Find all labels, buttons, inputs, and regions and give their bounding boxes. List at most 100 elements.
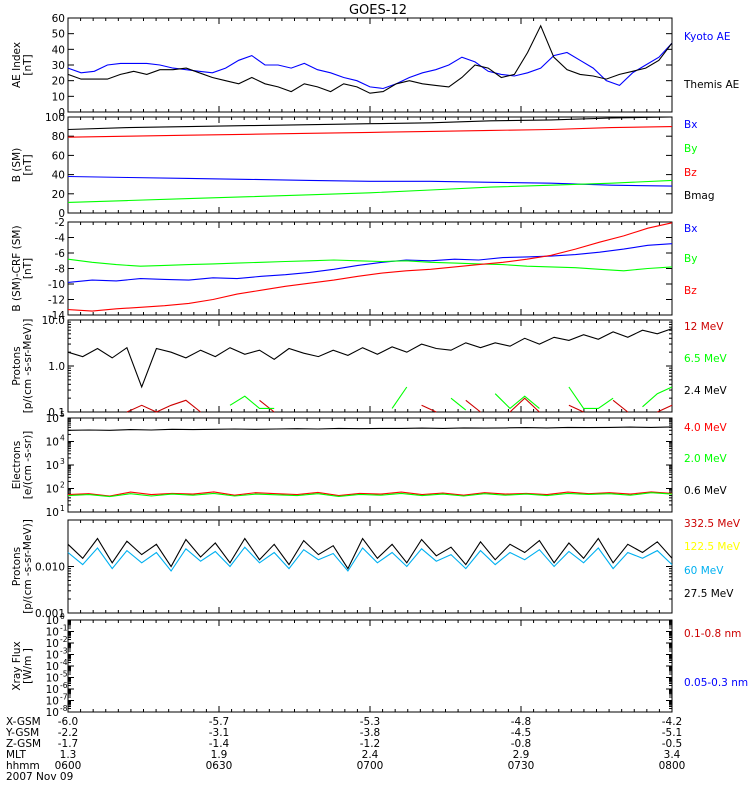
xaxis-value: -1.4 <box>209 738 230 750</box>
legend-label: Bx <box>684 223 697 235</box>
y-tick-exponent: -6 <box>60 681 68 690</box>
series-line-ae-1 <box>67 24 673 94</box>
xaxis-value: -3.8 <box>360 727 381 739</box>
series-line-bsm-0 <box>67 175 673 187</box>
y-tick-label: 20 <box>52 189 65 201</box>
panel-frame <box>67 519 673 614</box>
xaxis-value: -5.3 <box>360 716 381 728</box>
y-tick-label: 10 <box>46 460 59 472</box>
xaxis-value: 2.9 <box>513 749 530 761</box>
legend-label: 0.05-0.3 nm <box>684 677 748 689</box>
y-tick-label: 10 <box>46 696 59 708</box>
y-tick-exponent: 3 <box>60 457 65 466</box>
xaxis-value: -2.2 <box>58 727 79 739</box>
panel-bdiff: -14 -12 -10 -8 -6 -4 -2 B (SM)-CRF (SM) [nT] Bx By… <box>11 217 697 322</box>
xaxis-value: -5.7 <box>209 716 230 728</box>
y-tick-label: 10 <box>46 437 59 449</box>
xaxis-value: -4.2 <box>662 716 683 728</box>
y-tick-label: 1.0 <box>48 361 65 373</box>
xaxis-value: 0600 <box>55 760 82 772</box>
y-axis-label: B (SM) <box>11 148 23 182</box>
y-tick-label: 40 <box>52 44 65 56</box>
y-tick-label: 10 <box>46 627 59 639</box>
legend-label: By <box>684 253 697 265</box>
series-line-ae-0 <box>67 42 673 90</box>
y-tick-label: 50 <box>52 29 65 41</box>
y-axis-label: [W/m ] <box>22 648 34 684</box>
y-tick-label: 10 <box>46 661 59 673</box>
y-tick-label: -4 <box>55 233 66 245</box>
y-tick-label: 60 <box>52 150 65 162</box>
series-line-protons2-2 <box>67 546 673 572</box>
y-tick-exponent: -7 <box>60 693 68 702</box>
y-tick-label: 0 <box>58 208 65 220</box>
y-tick-label: 10 <box>46 484 59 496</box>
panel-protons2: 0.001 0.010 Protons [p/(cm -s-sr-MeV)] 332.5… <box>11 518 741 620</box>
xaxis-value: 0730 <box>508 760 535 772</box>
xaxis-value: 1.3 <box>60 749 77 761</box>
panel-bsm: 0 20 40 60 80 100 B (SM) [nT] Bx By Bz Bmag <box>11 112 715 220</box>
xaxis-row-label: X-GSM <box>6 716 41 728</box>
series-line-electrons-2 <box>67 426 673 431</box>
y-tick-label: -2 <box>55 217 65 229</box>
xaxis-value: 0700 <box>357 760 384 772</box>
legend-label: Bmag <box>684 190 715 202</box>
legend-label: Bz <box>684 285 697 297</box>
y-tick-exponent: -3 <box>60 647 68 656</box>
y-tick-label: 20 <box>52 76 65 88</box>
panel-ae: 0 10 20 30 40 50 60 AE Index [nT] Kyoto AE Themis … <box>11 13 739 119</box>
legend-label: Kyoto AE <box>684 31 730 43</box>
chart-title: GOES-12 <box>349 3 407 18</box>
legend-label: 60 MeV <box>684 565 724 577</box>
xaxis-value: 1.9 <box>211 749 228 761</box>
y-axis-label: Protons <box>11 346 23 385</box>
y-tick-label: 10 <box>46 673 59 685</box>
y-tick-label: 10 <box>46 507 59 519</box>
y-tick-label: 10 <box>52 91 65 103</box>
y-tick-exponent: -5 <box>60 670 68 679</box>
y-axis-label: Protons <box>11 547 23 586</box>
y-tick-label: 10 <box>46 638 59 650</box>
series-line-bdiff-0 <box>67 243 673 283</box>
y-tick-exponent: 2 <box>60 481 65 490</box>
y-tick-label: 10 <box>46 413 59 425</box>
legend-label: 12 MeV <box>684 321 724 333</box>
xaxis-value: -3.1 <box>209 727 230 739</box>
y-tick-label: -10 <box>48 279 65 291</box>
legend-label: 0.6 MeV <box>684 485 728 497</box>
series-line-protons2-3 <box>67 537 673 570</box>
xaxis-row-label: Z-GSM <box>6 738 41 750</box>
y-tick-label: 10.0 <box>42 315 65 327</box>
legend-label: 6.5 MeV <box>684 353 728 365</box>
y-tick-exponent: -4 <box>60 658 68 667</box>
y-tick-exponent: 0 <box>60 612 65 621</box>
y-axis-label: Xray Flux <box>11 641 23 690</box>
y-tick-label: 10 <box>46 707 59 719</box>
panel-frame <box>67 417 673 513</box>
y-tick-label: 100 <box>45 112 65 124</box>
y-tick-exponent: 5 <box>60 410 65 419</box>
series-line-bdiff-1 <box>67 258 673 272</box>
y-axis-label: [e/(cm -s-sr)] <box>22 431 34 500</box>
series-line-bdiff-2 <box>67 222 673 312</box>
panel-frame <box>67 619 673 713</box>
legend-label: Themis AE <box>683 79 739 91</box>
legend-label: 4.0 MeV <box>684 422 728 434</box>
series-line-protons1-0 <box>126 397 673 413</box>
legend-label: 122.5 MeV <box>684 541 741 553</box>
y-axis-label: [p/(cm -s-sr-MeV)] <box>22 519 34 614</box>
y-axis-label: [nT] <box>22 54 34 75</box>
series-line-electrons-0 <box>67 491 673 497</box>
y-tick-exponent: -1 <box>60 624 68 633</box>
xaxis-value: -1.7 <box>58 738 79 750</box>
y-tick-label: 40 <box>52 170 65 182</box>
y-tick-label: -8 <box>55 264 65 276</box>
xaxis-value: 3.4 <box>664 749 681 761</box>
y-tick-label: 10 <box>46 650 59 662</box>
xaxis-value: -1.2 <box>360 738 381 750</box>
xaxis-value: 0800 <box>659 760 686 772</box>
y-tick-exponent: -2 <box>60 635 68 644</box>
y-tick-label: 10 <box>46 615 59 627</box>
y-axis-label: [nT] <box>22 154 34 175</box>
